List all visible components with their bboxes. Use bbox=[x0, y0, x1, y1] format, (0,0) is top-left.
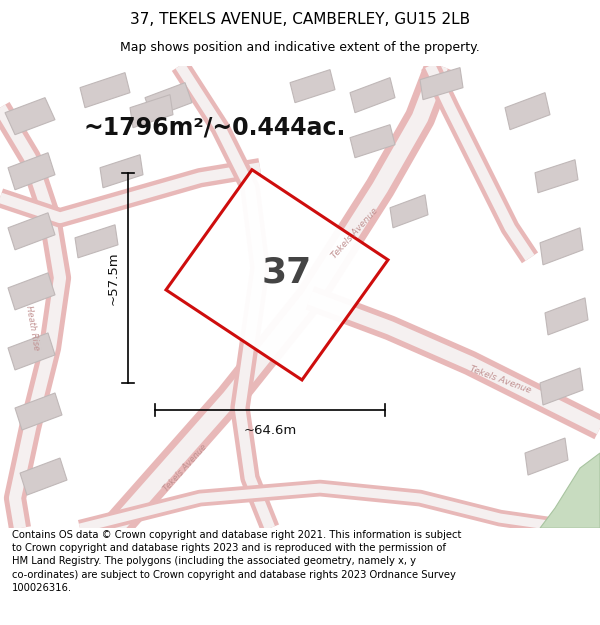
Text: ~57.5m: ~57.5m bbox=[107, 251, 120, 304]
Polygon shape bbox=[20, 458, 67, 495]
Polygon shape bbox=[290, 69, 335, 102]
Text: Map shows position and indicative extent of the property.: Map shows position and indicative extent… bbox=[120, 41, 480, 54]
Text: Contains OS data © Crown copyright and database right 2021. This information is : Contains OS data © Crown copyright and d… bbox=[12, 530, 461, 593]
Polygon shape bbox=[540, 453, 600, 528]
Polygon shape bbox=[545, 298, 588, 335]
Polygon shape bbox=[390, 195, 428, 228]
Polygon shape bbox=[350, 78, 395, 112]
Polygon shape bbox=[540, 228, 583, 265]
Polygon shape bbox=[540, 368, 583, 405]
Text: ~1796m²/~0.444ac.: ~1796m²/~0.444ac. bbox=[84, 116, 346, 140]
Text: Heath Rise: Heath Rise bbox=[23, 305, 40, 351]
Polygon shape bbox=[145, 82, 192, 118]
Polygon shape bbox=[505, 92, 550, 130]
Polygon shape bbox=[535, 160, 578, 192]
Text: 37: 37 bbox=[262, 256, 312, 290]
Polygon shape bbox=[8, 152, 55, 190]
Polygon shape bbox=[75, 225, 118, 258]
Polygon shape bbox=[15, 393, 62, 430]
Polygon shape bbox=[100, 155, 143, 188]
Polygon shape bbox=[8, 273, 55, 310]
Polygon shape bbox=[8, 213, 55, 250]
Polygon shape bbox=[8, 333, 55, 370]
Polygon shape bbox=[5, 98, 55, 135]
Text: Tekels Avenue: Tekels Avenue bbox=[330, 206, 380, 260]
Text: Tekels Avenue: Tekels Avenue bbox=[468, 364, 532, 395]
Text: ~64.6m: ~64.6m bbox=[244, 424, 296, 437]
Text: Tekels Avenue: Tekels Avenue bbox=[161, 442, 208, 493]
Polygon shape bbox=[130, 94, 173, 128]
Polygon shape bbox=[420, 68, 463, 99]
Text: 37, TEKELS AVENUE, CAMBERLEY, GU15 2LB: 37, TEKELS AVENUE, CAMBERLEY, GU15 2LB bbox=[130, 12, 470, 27]
Polygon shape bbox=[166, 170, 388, 380]
Polygon shape bbox=[525, 438, 568, 475]
Polygon shape bbox=[80, 72, 130, 107]
Polygon shape bbox=[350, 125, 395, 158]
